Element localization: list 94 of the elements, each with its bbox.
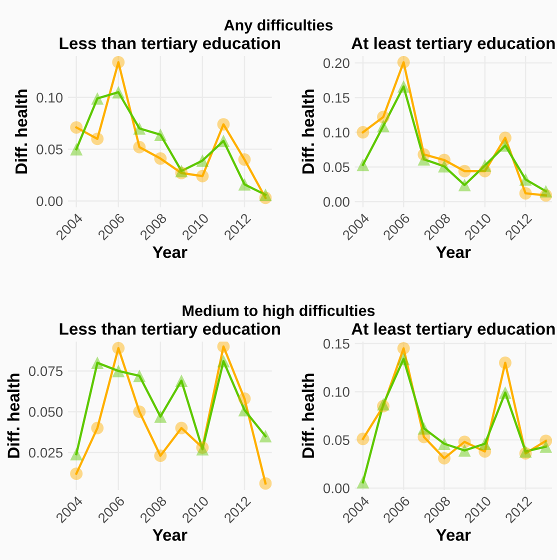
x-axis-title: Year <box>436 529 471 541</box>
y-tick-label: 0.10 <box>323 128 350 138</box>
point <box>377 120 390 132</box>
point <box>438 452 450 464</box>
point <box>356 126 370 139</box>
point <box>112 56 125 68</box>
point <box>154 152 167 165</box>
point <box>112 86 125 98</box>
point <box>377 110 390 124</box>
point <box>238 404 251 416</box>
point <box>154 450 167 462</box>
point <box>70 121 83 134</box>
y-axis-title: Diff. health <box>7 374 20 458</box>
point <box>91 92 104 105</box>
point <box>498 386 512 399</box>
point <box>91 132 104 146</box>
y-tick-label: 0.025 <box>28 448 63 458</box>
text: Medium to high difficulties <box>182 304 375 320</box>
point <box>438 437 450 450</box>
point <box>478 437 492 450</box>
point <box>112 342 125 354</box>
point <box>238 392 251 405</box>
point <box>196 170 209 182</box>
point <box>217 342 230 353</box>
y-axis-title: Diff. health <box>302 374 314 458</box>
point <box>498 139 512 152</box>
point <box>70 467 83 480</box>
text: Any difficulties <box>224 19 333 34</box>
chart-title: At least tertiary education <box>351 322 555 338</box>
y-tick-label: 0.15 <box>323 338 350 349</box>
point <box>217 354 230 368</box>
point <box>519 173 532 186</box>
point <box>91 356 104 370</box>
y-tick-label: 0.15 <box>323 92 350 103</box>
point <box>238 153 251 166</box>
chart-title: Less than tertiary education <box>60 36 280 53</box>
point <box>91 422 104 434</box>
y-tick-label: 0.10 <box>323 387 350 397</box>
point <box>196 154 209 167</box>
point <box>356 158 370 172</box>
point <box>478 159 492 172</box>
chart-title: At least tertiary education <box>351 36 555 53</box>
point <box>259 188 272 202</box>
x-axis-title: Year <box>152 529 188 541</box>
y-tick-label: 0.050 <box>28 407 63 417</box>
point <box>498 356 512 370</box>
point <box>133 405 146 418</box>
point <box>217 118 230 131</box>
point <box>154 128 167 141</box>
point <box>458 164 471 178</box>
point <box>397 342 410 355</box>
point <box>259 477 272 490</box>
y-tick-label: 0.05 <box>323 162 350 172</box>
point <box>519 187 532 200</box>
x-axis-title: Year <box>436 246 471 258</box>
point <box>356 432 370 446</box>
point <box>540 440 552 453</box>
point <box>498 132 512 144</box>
point <box>133 122 146 135</box>
point <box>217 134 230 148</box>
point <box>397 80 410 93</box>
y-axis-title: Diff. health <box>302 90 314 174</box>
point <box>133 370 146 382</box>
y-tick-label: 0.00 <box>323 483 350 494</box>
point <box>175 374 188 387</box>
y-tick-label: 0.20 <box>323 58 350 68</box>
point <box>397 56 410 68</box>
point <box>458 178 471 192</box>
point <box>259 430 272 442</box>
point <box>438 154 450 166</box>
point <box>458 436 471 448</box>
point <box>356 476 370 489</box>
chart-title: Less than tertiary education <box>60 322 280 338</box>
y-tick-label: 0.05 <box>36 144 63 154</box>
y-tick-label: 0.00 <box>36 196 63 206</box>
y-axis-title: Diff. health <box>14 90 28 174</box>
point <box>397 352 410 366</box>
point <box>418 153 430 166</box>
point <box>175 422 188 434</box>
point <box>540 184 552 198</box>
point <box>133 140 146 154</box>
y-tick-label: 0.00 <box>323 196 350 207</box>
point <box>238 178 251 191</box>
point <box>458 444 471 457</box>
point <box>154 410 167 423</box>
point <box>438 160 450 173</box>
point <box>70 448 83 460</box>
y-tick-label: 0.10 <box>36 92 63 103</box>
point <box>112 364 125 378</box>
point <box>70 142 83 156</box>
y-tick-label: 0.05 <box>323 435 350 446</box>
point <box>418 422 430 435</box>
x-axis-title: Year <box>152 246 188 258</box>
y-tick-label: 0.075 <box>28 366 63 376</box>
